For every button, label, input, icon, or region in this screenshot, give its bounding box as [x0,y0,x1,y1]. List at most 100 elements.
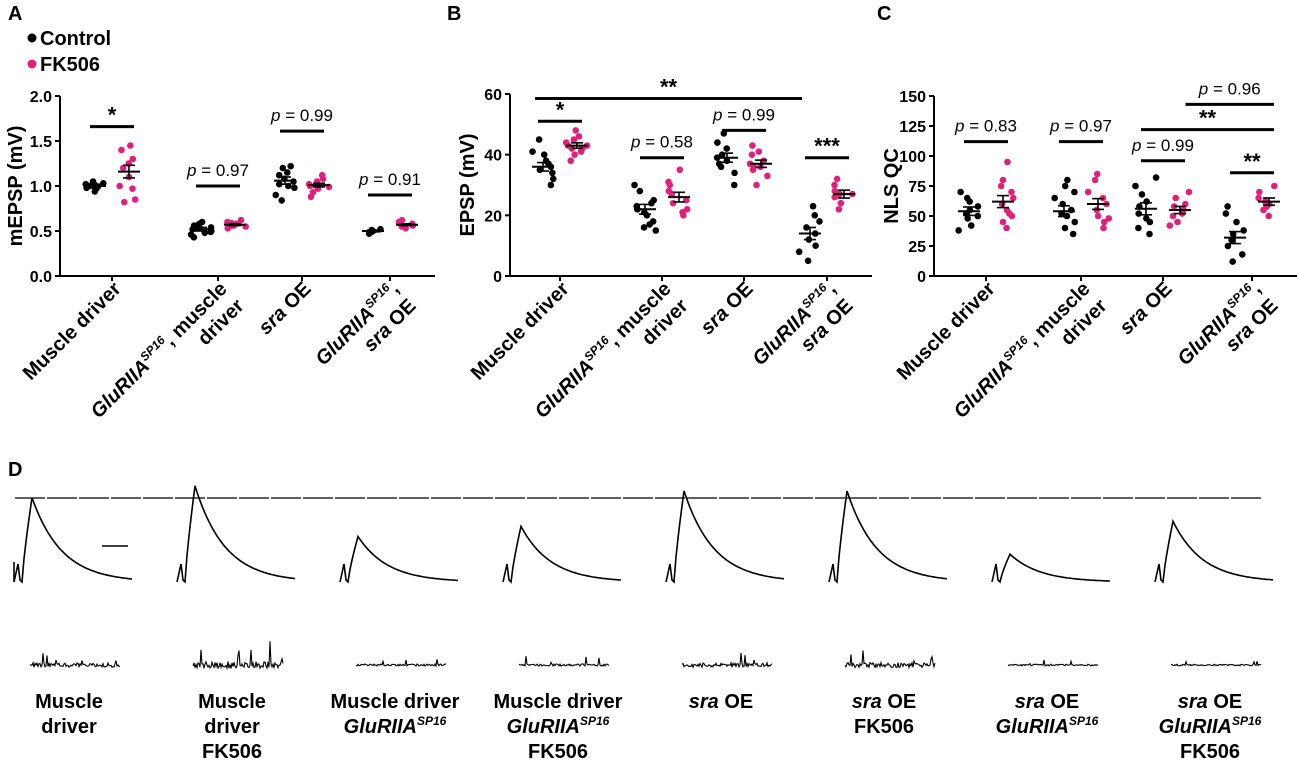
panel-b-epsp-chart: 0 20 40 60 EPSP (mV) Muscle driver GluRIIASP16… [457,75,872,423]
significance-label: * [556,97,565,122]
epsp-trace [1154,518,1274,584]
data-point [753,181,760,189]
data-point [540,151,548,158]
data-point [640,224,648,231]
data-point [974,203,982,210]
data-point [198,218,206,226]
y-tick-label: 1.0 [30,179,52,196]
data-point [127,142,134,149]
significance-label-value: = 0.91 [369,170,421,189]
mepsp-trace [844,650,936,670]
trace-label-line-part: sra [689,691,719,713]
y-tick-label: 100 [899,149,926,166]
significance-label: p = 0.99 [1131,136,1194,155]
x-category-label-line-part: Muscle driver [467,278,574,385]
data-point [1222,210,1230,217]
data-point [1091,176,1099,184]
significance-label: p = 0.99 [270,106,333,125]
significance-label-p: p [186,161,196,180]
data-point [535,136,543,143]
data-point [669,199,677,207]
trace-label-line-part: GluRIIA [344,716,417,738]
significance-label: p = 0.91 [358,170,421,189]
trace-label-line: Muscle driver [494,691,623,713]
panel-letter-d: D [8,459,22,481]
mepsp-trace [518,656,610,668]
data-point [119,164,127,172]
y-tick-label: 25 [908,239,926,256]
trace-label-line: GluRIIASP16 [507,714,610,738]
data-point [118,146,125,154]
legend-fk506-label: FK506 [40,54,100,76]
y-tick-label: 0 [917,269,926,286]
mepsp-trace [192,641,284,671]
data-point [1240,227,1247,234]
data-point [665,187,673,195]
y-tick-label: 50 [908,209,926,226]
x-category-label-line: sra OE [254,278,315,339]
trace-label-line: FK506 [1180,741,1240,763]
x-category-label-line-part: GluRIIA [87,355,154,422]
y-tick-label: 2.0 [30,89,52,106]
data-point [283,169,291,176]
data-point [1004,158,1011,166]
epsp-trace [665,490,785,584]
trace-label-line-part: sra [1178,691,1208,713]
data-point [1003,224,1010,232]
significance-label: ** [1243,149,1261,174]
y-axis-label: EPSP (mV) [457,134,479,237]
data-point [1271,182,1278,190]
data-point [723,145,731,152]
trace-label-line-part: SP16 [580,714,610,728]
epsp-trace [991,552,1111,584]
y-tick-label: 150 [899,89,926,106]
trace-label-line: sra OE [852,691,916,713]
data-point [1224,203,1231,210]
trace-label-line-part: sra [1015,691,1045,713]
data-point [811,212,819,219]
data-point [999,218,1007,226]
x-category-label: GluRIIASP16,sra OE [748,278,857,370]
significance-label-p: p [358,170,368,189]
data-point [963,194,971,202]
data-point [833,175,841,183]
x-category-label: Muscle driver [893,278,1000,385]
significance-label: * [108,103,117,128]
trace-label-line: GluRIIASP16 [996,714,1099,738]
data-point [129,185,136,192]
y-tick-label: 40 [484,148,502,165]
data-point [1006,210,1013,217]
data-point [131,196,139,203]
data-point [1143,215,1150,222]
data-point [1061,224,1069,232]
legend-control-label: Control [40,28,111,50]
trace-label-line-part: OE [882,691,916,713]
trace-label-line: driver [41,716,97,738]
significance-label-value: = 0.83 [965,117,1017,136]
data-point [309,189,317,196]
significance-label-p: p [630,133,640,152]
data-point [278,197,286,204]
trace-label-line-part: sra [852,691,882,713]
data-point [1069,230,1077,238]
data-point [652,227,660,234]
data-point [683,205,691,213]
trace-label-line-part: Muscle [35,691,103,713]
data-point [100,180,107,187]
significance-label: p = 0.97 [1049,117,1112,136]
data-point [550,175,557,183]
legend-fk506-marker [27,59,37,69]
data-point [714,139,721,146]
epsp-trace [339,534,459,584]
panel-letter-a: A [8,3,22,25]
trace-label-line-part: OE [719,691,753,713]
data-point [650,196,658,204]
significance-label-p: p [712,105,722,124]
trace-label-line-part: SP16 [1232,714,1262,728]
panel-letter-b: B [447,3,461,25]
y-tick-label: 60 [484,87,502,104]
data-point [812,242,819,249]
x-category-label-line: Muscle driver [467,278,574,385]
data-point [717,163,725,171]
significance-label-p: p [1131,136,1141,155]
